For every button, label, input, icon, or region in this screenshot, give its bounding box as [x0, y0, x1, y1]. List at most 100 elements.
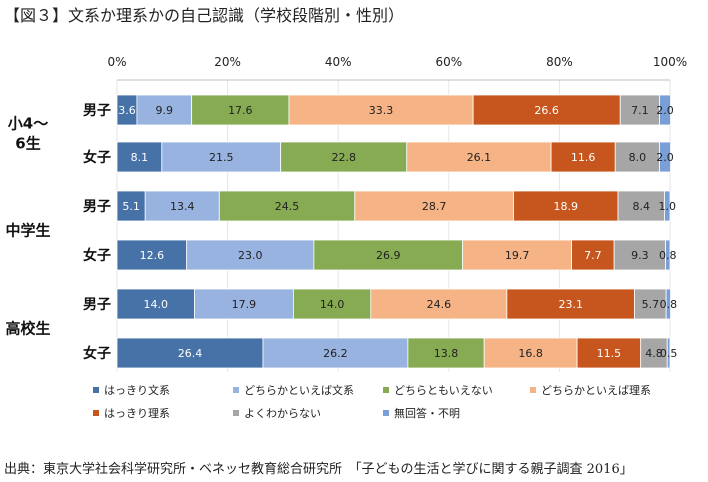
legend-item: どちらともいえない: [383, 382, 493, 398]
data-label: 24.5: [275, 200, 300, 213]
bar-segment: [506, 288, 636, 320]
data-label: 11.6: [571, 151, 596, 164]
legend-item: 無回答・不明: [383, 405, 460, 421]
data-label: 5.7: [642, 298, 660, 311]
bar-segment: [659, 94, 671, 126]
data-label: 26.2: [323, 347, 348, 360]
bar-segment: [262, 337, 409, 369]
bar-segment: [144, 190, 220, 222]
source-note: 出典：東京大学社会科学研究所・ベネッセ教育総合研究所 「子どもの生活と学びに関す…: [4, 462, 633, 477]
bar-segment: [218, 190, 356, 222]
legend-label: よくわからない: [244, 407, 321, 420]
legend-swatch: [233, 387, 239, 393]
bar-segment: [293, 288, 372, 320]
bar-segment: [571, 239, 615, 271]
data-label: 3.6: [118, 104, 136, 117]
legend-item: はっきり文系: [93, 382, 170, 398]
bar-segment: [462, 239, 572, 271]
data-label: 18.9: [554, 200, 579, 213]
legend-swatch: [93, 387, 99, 393]
data-label: 0.5: [660, 347, 678, 360]
bar-segment: [634, 288, 667, 320]
data-label: 17.9: [232, 298, 257, 311]
bar-segment: [664, 190, 671, 222]
data-label: 8.1: [131, 151, 149, 164]
bar-segment: [666, 337, 671, 369]
legend-item: はっきり理系: [93, 405, 170, 421]
bar-segment: [406, 141, 552, 173]
bar-segment: [191, 94, 290, 126]
bar-segment: [370, 288, 508, 320]
bar-segment: [665, 239, 671, 271]
x-tick-label: 0%: [107, 55, 126, 69]
bar-segment: [613, 239, 666, 271]
bar-segment: [116, 239, 188, 271]
legend-item: どちらかといえば文系: [233, 382, 354, 398]
legend-label: はっきり理系: [104, 407, 170, 420]
legend-swatch: [530, 387, 536, 393]
group-label: 高校生: [5, 320, 50, 338]
bar-segment: [194, 288, 294, 320]
data-label: 26.6: [534, 104, 559, 117]
bar-segment: [161, 141, 282, 173]
data-label: 14.0: [143, 298, 168, 311]
row-label: 女子: [83, 247, 111, 264]
legend-item: よくわからない: [233, 405, 321, 421]
data-label: 22.8: [331, 151, 356, 164]
data-label: 24.6: [427, 298, 452, 311]
data-label: 4.8: [645, 347, 663, 360]
data-label: 2.0: [656, 151, 674, 164]
x-tick-label: 40%: [325, 55, 352, 69]
x-tick-label: 60%: [435, 55, 462, 69]
data-label: 9.3: [631, 249, 649, 262]
data-label: 26.4: [178, 347, 203, 360]
group-label: 小4～ 6生: [8, 115, 48, 153]
bar-segment: [116, 190, 146, 222]
data-label: 13.4: [170, 200, 195, 213]
data-label: 14.0: [320, 298, 345, 311]
data-label: 13.8: [434, 347, 459, 360]
data-label: 8.0: [629, 151, 647, 164]
bar-segment: [116, 337, 264, 369]
data-label: 5.1: [122, 200, 140, 213]
bar-segment: [354, 190, 514, 222]
bar-segment: [576, 337, 642, 369]
bar-segment: [136, 94, 193, 126]
legend-swatch: [383, 410, 389, 416]
legend-item: どちらかといえば理系: [530, 382, 651, 398]
row-label: 男子: [83, 103, 111, 119]
data-label: 2.0: [656, 104, 674, 117]
data-label: 0.8: [659, 249, 677, 262]
data-label: 33.3: [369, 104, 394, 117]
data-label: 17.6: [228, 104, 253, 117]
bar-segment: [665, 288, 671, 320]
row-label: 男子: [83, 297, 111, 313]
legend-swatch: [233, 410, 239, 416]
bar-segment: [550, 141, 616, 173]
data-label: 23.1: [558, 298, 583, 311]
row-label: 女子: [83, 149, 111, 166]
data-label: 9.9: [156, 104, 174, 117]
bar-segment: [617, 190, 665, 222]
data-label: 0.8: [660, 298, 678, 311]
data-label: 11.5: [597, 347, 622, 360]
legend-swatch: [93, 410, 99, 416]
legend-label: はっきり文系: [104, 384, 170, 397]
bar-segment: [483, 337, 578, 369]
data-label: 16.8: [518, 347, 543, 360]
legend-label: どちらともいえない: [394, 384, 493, 397]
bar-segment: [186, 239, 315, 271]
bar-segment: [288, 94, 474, 126]
data-label: 26.1: [467, 151, 492, 164]
bar-segment: [116, 288, 195, 320]
legend-swatch: [383, 387, 389, 393]
data-label: 1.0: [658, 200, 676, 213]
data-label: 8.4: [632, 200, 650, 213]
bar-segment: [313, 239, 464, 271]
x-tick-label: 80%: [546, 55, 573, 69]
data-label: 7.7: [584, 249, 602, 262]
data-label: 19.7: [505, 249, 530, 262]
bar-segment: [280, 141, 408, 173]
bar-segment: [659, 141, 671, 173]
